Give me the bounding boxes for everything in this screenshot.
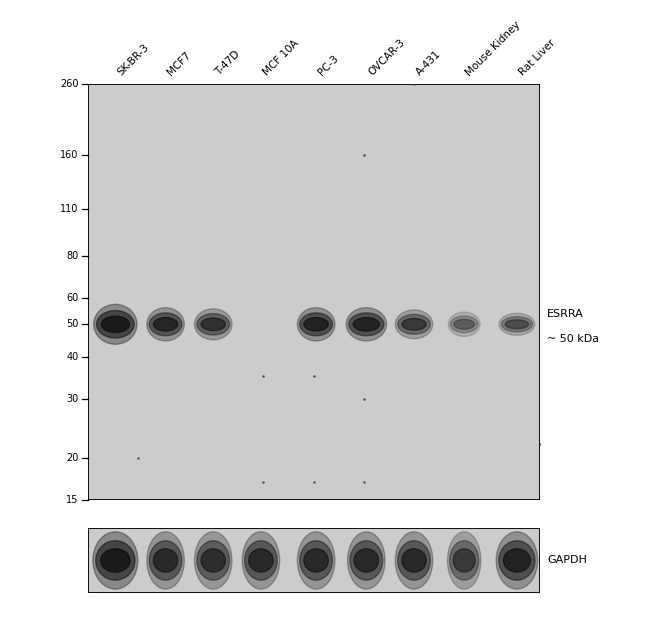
Ellipse shape — [398, 541, 430, 580]
Ellipse shape — [147, 307, 185, 341]
Ellipse shape — [402, 319, 426, 330]
Text: Rat Liver: Rat Liver — [517, 38, 556, 78]
Text: 15: 15 — [66, 495, 79, 505]
Ellipse shape — [448, 312, 480, 337]
Ellipse shape — [242, 532, 280, 589]
Ellipse shape — [350, 541, 383, 580]
Ellipse shape — [402, 549, 426, 572]
Text: GAPDH: GAPDH — [547, 555, 587, 566]
Ellipse shape — [304, 549, 328, 572]
Text: MCF7: MCF7 — [166, 50, 193, 78]
Text: 20: 20 — [66, 453, 79, 463]
Ellipse shape — [395, 310, 433, 338]
Text: 50: 50 — [66, 319, 79, 329]
Ellipse shape — [297, 307, 335, 341]
Ellipse shape — [201, 549, 226, 572]
Text: MCF 10A: MCF 10A — [261, 39, 300, 78]
Ellipse shape — [97, 310, 134, 338]
Ellipse shape — [300, 313, 332, 336]
Ellipse shape — [348, 532, 385, 589]
Ellipse shape — [501, 317, 532, 332]
Ellipse shape — [503, 549, 530, 572]
Ellipse shape — [150, 541, 182, 580]
Ellipse shape — [153, 549, 178, 572]
Ellipse shape — [398, 314, 430, 334]
Ellipse shape — [499, 541, 535, 580]
Ellipse shape — [499, 313, 535, 335]
Text: PC-3: PC-3 — [316, 53, 340, 78]
Text: T-47D: T-47D — [213, 49, 242, 78]
Ellipse shape — [194, 532, 232, 589]
Ellipse shape — [197, 541, 229, 580]
Ellipse shape — [197, 314, 229, 335]
Ellipse shape — [450, 316, 478, 333]
Text: 160: 160 — [60, 150, 79, 160]
Text: 260: 260 — [60, 79, 79, 89]
Text: 40: 40 — [66, 352, 79, 362]
Text: ESRRA: ESRRA — [547, 309, 584, 319]
Ellipse shape — [94, 304, 137, 344]
Ellipse shape — [304, 317, 328, 331]
Ellipse shape — [505, 320, 528, 329]
Text: 110: 110 — [60, 204, 79, 214]
Ellipse shape — [244, 541, 278, 580]
FancyBboxPatch shape — [88, 528, 540, 593]
Text: 80: 80 — [66, 251, 79, 261]
Ellipse shape — [249, 549, 273, 572]
Ellipse shape — [346, 307, 387, 341]
Text: A-431: A-431 — [414, 49, 443, 78]
Ellipse shape — [297, 532, 335, 589]
Ellipse shape — [96, 541, 135, 580]
Ellipse shape — [150, 313, 182, 336]
FancyBboxPatch shape — [88, 84, 540, 500]
Ellipse shape — [349, 313, 384, 336]
Ellipse shape — [454, 319, 474, 329]
Ellipse shape — [450, 541, 479, 580]
Text: OVCAR-3: OVCAR-3 — [367, 37, 406, 78]
Text: 60: 60 — [66, 292, 79, 302]
Ellipse shape — [395, 532, 433, 589]
Ellipse shape — [201, 318, 226, 330]
Ellipse shape — [147, 532, 185, 589]
Text: 30: 30 — [66, 394, 79, 404]
Ellipse shape — [300, 541, 332, 580]
Ellipse shape — [453, 549, 475, 572]
Text: Mouse Kidney: Mouse Kidney — [464, 19, 523, 78]
Ellipse shape — [496, 532, 538, 589]
Ellipse shape — [354, 549, 378, 572]
Ellipse shape — [447, 532, 481, 589]
Ellipse shape — [194, 309, 232, 340]
Ellipse shape — [101, 549, 130, 572]
Ellipse shape — [93, 532, 138, 589]
Ellipse shape — [353, 317, 380, 331]
Text: ~ 50 kDa: ~ 50 kDa — [547, 334, 599, 344]
Text: SK-BR-3: SK-BR-3 — [115, 42, 151, 78]
Ellipse shape — [153, 317, 178, 331]
Ellipse shape — [101, 316, 129, 332]
